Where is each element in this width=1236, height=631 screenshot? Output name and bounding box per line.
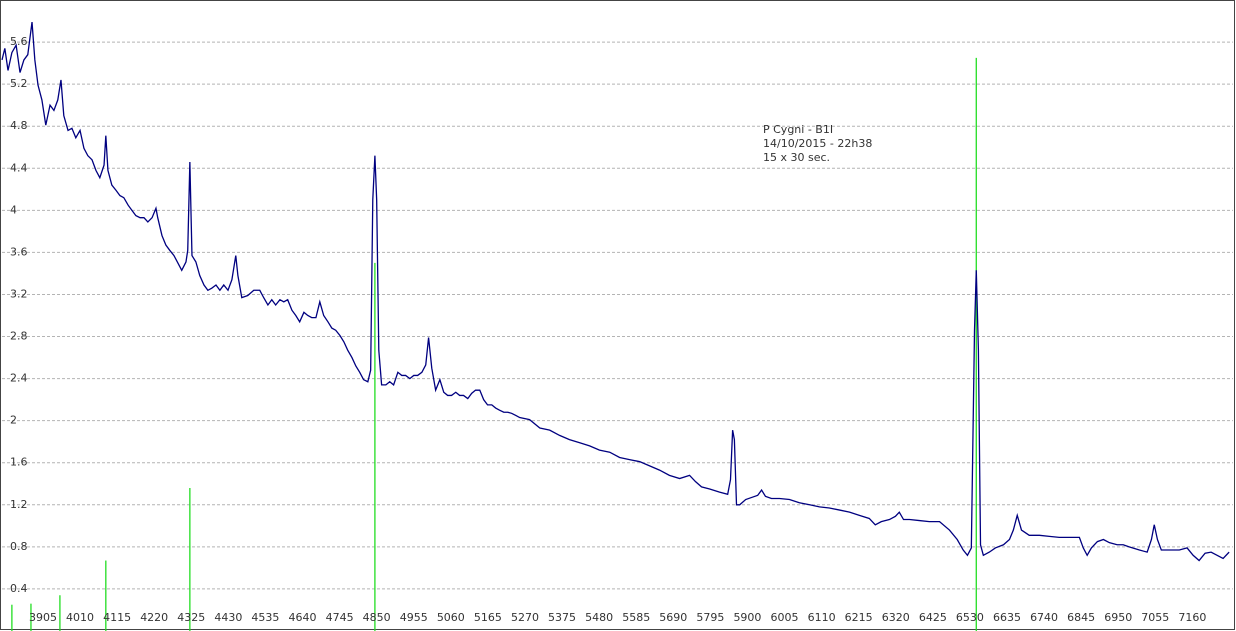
x-tick-label: 6635 <box>993 611 1021 624</box>
x-tick-label: 4115 <box>103 611 131 624</box>
y-tick-label: 2 <box>10 414 17 427</box>
x-tick-label: 5900 <box>733 611 761 624</box>
grid <box>2 41 1233 590</box>
x-tick-label: 6110 <box>808 611 836 624</box>
annotation: 15 x 30 sec. <box>763 151 830 164</box>
x-tick-label: 5375 <box>548 611 576 624</box>
y-tick-label: 4.8 <box>10 119 28 132</box>
x-tick-label: 4220 <box>140 611 168 624</box>
y-tick-label: 1.6 <box>10 456 28 469</box>
y-tick-label: 4.4 <box>10 161 28 174</box>
x-tick-label: 5690 <box>659 611 687 624</box>
x-tick-label: 5480 <box>585 611 613 624</box>
x-tick-label: 4640 <box>289 611 317 624</box>
x-tick-label: 4955 <box>400 611 428 624</box>
x-tick-label: 6845 <box>1067 611 1095 624</box>
x-tick-label: 5270 <box>511 611 539 624</box>
x-tick-label: 7160 <box>1178 611 1206 624</box>
annotation: 14/10/2015 - 22h38 <box>763 137 872 150</box>
x-tick-label: 5060 <box>437 611 465 624</box>
y-tick-label: 4 <box>10 203 17 216</box>
y-tick-label: 1.2 <box>10 498 28 511</box>
y-tick-label: 0.8 <box>10 540 28 553</box>
x-tick-label: 7055 <box>1141 611 1169 624</box>
spectrum-line <box>1 22 1230 562</box>
x-tick-label: 5795 <box>696 611 724 624</box>
x-tick-label: 4745 <box>326 611 354 624</box>
y-tick-label: 3.2 <box>10 287 28 300</box>
x-tick-label: 4430 <box>214 611 242 624</box>
x-tick-label: 4535 <box>251 611 279 624</box>
y-tick-label: 2.8 <box>10 330 28 343</box>
y-tick-label: 3.6 <box>10 245 28 258</box>
labels: 0.4 0.8 1.2 1.6 2 2.4 2.8 3.2 3.6 4 4.4 4.8 5.2 5.6 39… <box>10 35 1206 624</box>
y-tick-label: 5.2 <box>10 77 28 90</box>
x-tick-label: 6950 <box>1104 611 1132 624</box>
marks <box>1 22 1230 631</box>
y-tick-label: 2.4 <box>10 372 28 385</box>
x-tick-label: 4010 <box>66 611 94 624</box>
x-tick-label: 5585 <box>622 611 650 624</box>
x-tick-label: 3905 <box>29 611 57 624</box>
x-tick-label: 4325 <box>177 611 205 624</box>
x-tick-label: 4850 <box>363 611 391 624</box>
x-tick-label: 6215 <box>845 611 873 624</box>
y-tick-label: 5.6 <box>10 35 28 48</box>
x-tick-label: 6425 <box>919 611 947 624</box>
annotation: P Cygni - B1I <box>763 123 833 136</box>
x-tick-label: 5165 <box>474 611 502 624</box>
x-tick-label: 6320 <box>882 611 910 624</box>
y-tick-label: 0.4 <box>10 582 28 595</box>
x-tick-label: 6740 <box>1030 611 1058 624</box>
x-tick-label: 6005 <box>771 611 799 624</box>
x-tick-label: 6530 <box>956 611 984 624</box>
